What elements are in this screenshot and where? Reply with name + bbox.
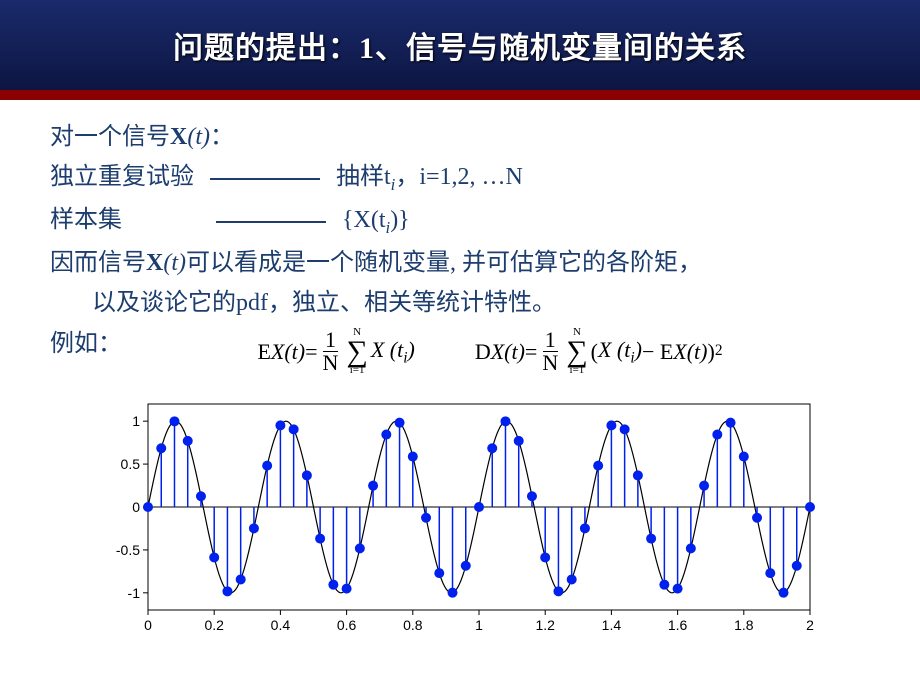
colon: ： bbox=[210, 124, 234, 150]
slide-title: 问题的提出：1、信号与随机变量间的关系 bbox=[173, 23, 747, 67]
fdx-D: D bbox=[475, 334, 491, 369]
svg-text:1.2: 1.2 bbox=[535, 617, 555, 633]
l5: 以及谈论它的pdf，独立、相关等统计特性。 bbox=[92, 290, 556, 316]
fdx-cl: ) bbox=[635, 337, 642, 362]
fex-sb: i=1 bbox=[350, 365, 365, 376]
slide-header: 问题的提出：1、信号与随机变量间的关系 bbox=[0, 0, 920, 90]
svg-text:-1: -1 bbox=[128, 585, 141, 601]
l4-a: 因而信号 bbox=[50, 250, 146, 276]
fex-sum: N ∑ i=1 bbox=[346, 327, 367, 376]
formula-row: EX(t)= 1 N N ∑ i=1 X (ti) DX(t)= 1 N N ∑… bbox=[110, 327, 870, 376]
fex-xti: X (t bbox=[371, 337, 403, 362]
sigma-icon: ∑ bbox=[566, 338, 587, 365]
fex-num: 1 bbox=[323, 329, 338, 352]
l3-re: )} bbox=[390, 207, 410, 233]
fdx-min: − E bbox=[642, 334, 673, 369]
l4-arg: (t) bbox=[163, 250, 186, 276]
l2-ra: 抽样t bbox=[336, 164, 391, 190]
dash-1 bbox=[210, 178, 320, 180]
l3-r: {X(t bbox=[342, 207, 386, 233]
fdx-sb: i=1 bbox=[570, 365, 585, 376]
fdx-den: N bbox=[540, 352, 560, 374]
fdx-sum: N ∑ i=1 bbox=[566, 327, 587, 376]
fdx-frac: 1 N bbox=[540, 329, 560, 374]
svg-text:0.2: 0.2 bbox=[204, 617, 224, 633]
fex-frac: 1 N bbox=[321, 329, 341, 374]
chart-svg: -1 -0.5 0 0.5 1 0 0.2 0.4 0.6 0.8 1 1.2 1.4 1.6 1.8 2 bbox=[100, 390, 820, 640]
l3-left: 样本集 bbox=[50, 207, 122, 233]
svg-text:1: 1 bbox=[132, 413, 140, 429]
l4-bold: X bbox=[146, 250, 163, 276]
l2-rb: ，i=1,2, …N bbox=[395, 164, 523, 190]
sigma-icon: ∑ bbox=[346, 338, 367, 365]
fdx-xti: X (t bbox=[598, 337, 630, 362]
l4-b: 可以看成是一个随机变量, 并可估算它的各阶矩， bbox=[186, 250, 702, 276]
intro-text: 对一个信号 bbox=[50, 124, 170, 150]
svg-text:0.5: 0.5 bbox=[121, 456, 141, 472]
line-2: 独立重复试验 抽样ti，i=1,2, …N bbox=[50, 158, 870, 199]
signal-arg: (t) bbox=[187, 124, 210, 150]
svg-text:1.8: 1.8 bbox=[734, 617, 754, 633]
svg-text:1.4: 1.4 bbox=[602, 617, 622, 633]
fex-xt: X(t) bbox=[271, 334, 305, 369]
fdx-xt: X(t) bbox=[491, 334, 525, 369]
fex-eq: = bbox=[305, 334, 317, 369]
svg-text:0.4: 0.4 bbox=[271, 617, 291, 633]
fdx-num: 1 bbox=[543, 329, 558, 352]
fdx-eq: = bbox=[525, 334, 537, 369]
svg-text:0.8: 0.8 bbox=[403, 617, 423, 633]
fex-E: E bbox=[257, 334, 270, 369]
svg-text:-0.5: -0.5 bbox=[116, 542, 140, 558]
svg-text:1.6: 1.6 bbox=[668, 617, 688, 633]
svg-text:0: 0 bbox=[132, 499, 140, 515]
fex-cl: ) bbox=[407, 337, 414, 362]
svg-text:1: 1 bbox=[475, 617, 483, 633]
line-5: 以及谈论它的pdf，独立、相关等统计特性。 bbox=[92, 284, 870, 322]
fdx-xt2: X(t) bbox=[673, 334, 707, 369]
svg-text:2: 2 bbox=[806, 617, 814, 633]
dash-2 bbox=[216, 221, 326, 223]
header-underline bbox=[0, 90, 920, 100]
fex-den: N bbox=[321, 352, 341, 374]
line-3: 样本集 {X(ti)} bbox=[50, 201, 870, 242]
line-4: 因而信号X(t)可以看成是一个随机变量, 并可估算它的各阶矩， bbox=[50, 244, 870, 282]
formula-dx: DX(t)= 1 N N ∑ i=1 (X (ti) − EX(t))2 bbox=[475, 327, 723, 376]
svg-text:0.6: 0.6 bbox=[337, 617, 357, 633]
signal-chart: -1 -0.5 0 0.5 1 0 0.2 0.4 0.6 0.8 1 1.2 1.4 1.6 1.8 2 bbox=[100, 390, 820, 652]
slide-content: 对一个信号X(t)： 独立重复试验 抽样ti，i=1,2, …N 样本集 {X(… bbox=[0, 100, 920, 652]
signal-bold: X bbox=[170, 124, 187, 150]
line-1: 对一个信号X(t)： bbox=[50, 118, 870, 156]
l2-left: 独立重复试验 bbox=[50, 164, 194, 190]
l6: 例如： bbox=[50, 331, 122, 357]
fdx-sq: 2 bbox=[715, 339, 723, 364]
svg-text:0: 0 bbox=[144, 617, 152, 633]
formula-ex: EX(t)= 1 N N ∑ i=1 X (ti) bbox=[257, 327, 414, 376]
